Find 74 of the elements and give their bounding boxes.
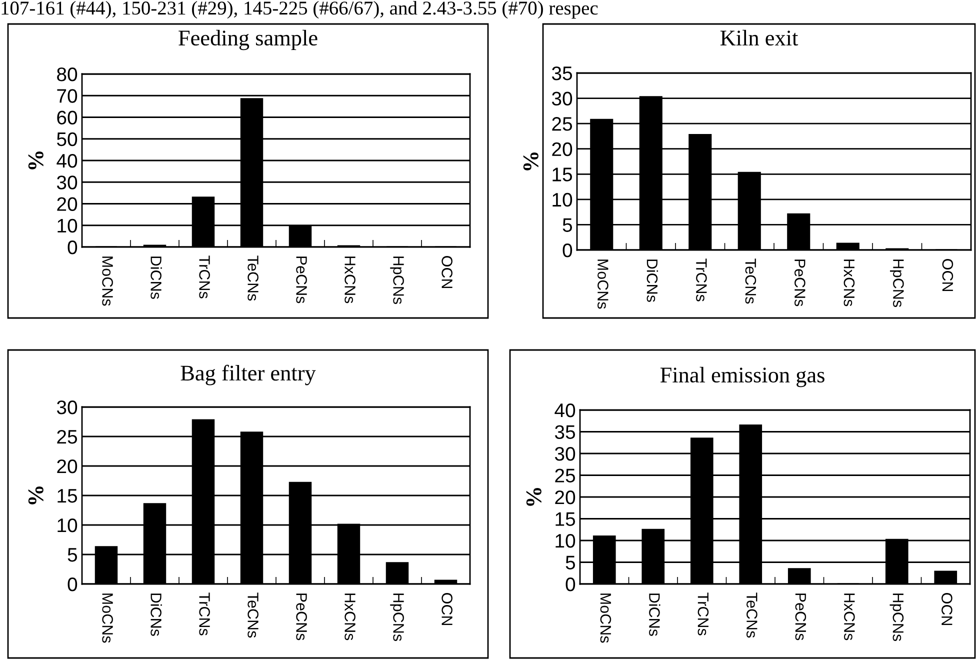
x-tick-label: TrCNs [696,258,707,302]
x-tick-label: HpCNs [390,594,404,642]
y-axis-title: % [28,486,44,504]
y-tick-label: 25 [552,117,572,131]
x-tick-label: OCN [442,593,452,626]
x-tick-label: DiCNs [646,260,658,302]
y-tick-label: 20 [57,459,78,474]
x-tick-label: TeCNs [746,592,758,638]
x-tick-label: TeCNs [745,258,756,304]
y-tick-label: 10 [552,192,572,207]
y-tick-label: 20 [57,197,78,211]
y-tick-label: 35 [552,66,572,80]
x-tick-label: TeCNs [248,592,258,638]
y-tick-label: 40 [554,403,576,418]
y-tick-label: 80 [57,67,78,82]
x-tick-label: TrCNs [199,592,210,636]
x-tick-label: OCN [942,259,954,292]
y-axis-title: % [523,152,538,170]
y-tick-label: 30 [56,176,78,190]
y-tick-label: 25 [57,430,78,444]
y-tick-label: 10 [58,218,78,233]
y-tick-label: 0 [68,240,78,254]
x-tick-label: HpCNs [390,256,404,304]
x-tick-label: DiCNs [150,594,162,636]
y-tick-label: 5 [566,556,576,570]
y-tick-label: 20 [552,142,572,156]
x-tick-label: HxCNs [844,260,855,306]
x-tick-label: PeCNs [296,594,307,640]
x-tick-label: HxCNs [844,594,855,640]
y-tick-label: 15 [58,489,78,503]
x-tick-label: MoCNs [600,594,612,643]
y-tick-label: 0 [68,577,78,592]
y-tick-label: 60 [57,110,78,124]
x-tick-label: PeCNs [794,260,806,306]
x-tick-label: DiCNs [150,256,162,299]
x-tick-label: PeCNs [795,594,806,640]
x-tick-label: MoCNs [598,260,608,309]
y-tick-label: 70 [57,89,78,103]
y-tick-label: 10 [58,518,78,532]
y-tick-label: 10 [556,534,576,548]
x-tick-label: TrCNs [698,592,709,636]
x-tick-label: DiCNs [649,594,660,636]
y-tick-label: 35 [554,425,576,439]
y-tick-label: 15 [552,168,572,182]
y-tick-label: 25 [555,468,576,482]
y-tick-label: 30 [56,400,78,414]
text: 107-161 (#44), 150-231 (#29), 145-225 (#66/67), and 2.43-3.55 (#70) respec [2,1,598,19]
x-tick-label: MoCNs [102,594,113,643]
chart-title: Final emission gas [660,366,824,388]
y-tick-label: 30 [552,92,572,106]
x-tick-label: HxCNs [344,594,356,640]
x-tick-label: HpCNs [890,260,904,308]
chart-title: Feeding sample [178,30,318,50]
x-tick-label: OCN [442,256,452,288]
x-tick-label: HpCNs [890,594,904,642]
chart-title: Kiln exit [720,30,798,46]
y-axis-title: % [28,151,44,170]
y-tick-label: 30 [554,446,576,461]
y-tick-label: 0 [562,243,572,258]
x-tick-label: HxCNs [344,256,356,304]
y-tick-label: 40 [56,154,78,168]
x-tick-label: TeCNs [248,256,258,301]
y-tick-label: 5 [68,548,78,562]
chart-title: Bag filter entry [180,364,316,386]
y-tick-label: 5 [562,218,572,232]
x-tick-label: OCN [942,593,952,626]
y-axis-title: % [526,488,542,506]
y-tick-label: 15 [556,512,576,526]
y-tick-label: 0 [566,577,576,592]
x-tick-label: TrCNs [199,256,210,298]
y-tick-label: 20 [555,490,576,504]
x-tick-label: PeCNs [296,256,307,304]
y-tick-label: 50 [56,132,78,146]
x-tick-label: MoCNs [102,256,113,306]
